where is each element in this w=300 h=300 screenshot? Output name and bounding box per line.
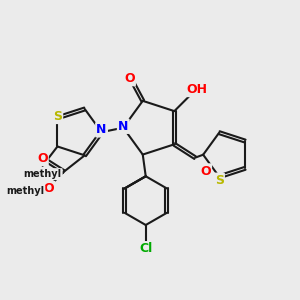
Text: methyl: methyl xyxy=(6,186,44,196)
Text: Cl: Cl xyxy=(139,242,152,255)
Text: OH: OH xyxy=(187,83,208,96)
Text: N: N xyxy=(118,120,128,133)
Text: S: S xyxy=(215,174,224,187)
Text: N: N xyxy=(96,123,107,136)
Text: O: O xyxy=(44,182,54,195)
Text: O: O xyxy=(200,165,211,178)
Text: O: O xyxy=(124,72,135,85)
Text: O: O xyxy=(37,152,47,165)
Text: methyl: methyl xyxy=(23,169,62,179)
Text: S: S xyxy=(53,110,62,123)
